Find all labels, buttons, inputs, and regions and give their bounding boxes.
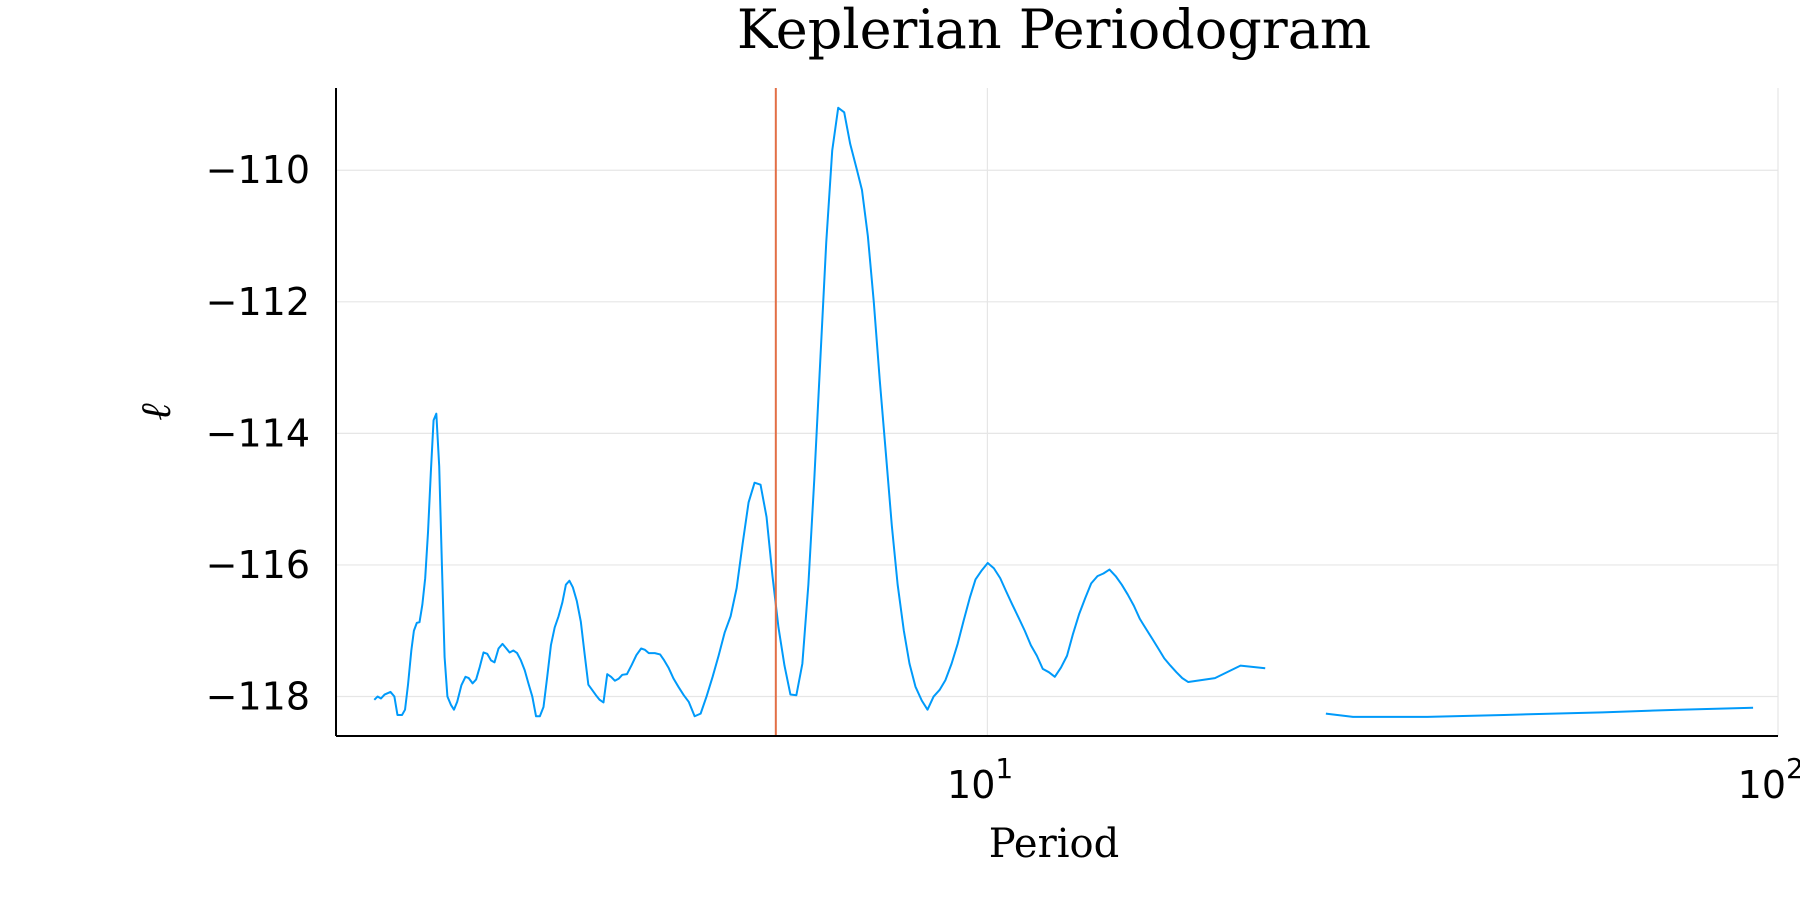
y-axis-label: ℓ — [131, 403, 180, 421]
x-tick-exponent: 2 — [1786, 752, 1800, 785]
y-tick-label: −110 — [206, 148, 310, 192]
x-tick-label: 10 — [947, 763, 995, 807]
x-axis-label: Period — [989, 821, 1119, 867]
axes — [335, 88, 1778, 737]
y-tick-label: −116 — [206, 543, 310, 587]
y-tick-label: −112 — [206, 280, 310, 324]
plot-series — [373, 106, 1754, 718]
grid-lines — [336, 88, 1779, 736]
y-tick-label: −118 — [206, 675, 310, 719]
chart-title: Keplerian Periodogram — [737, 0, 1371, 61]
y-tick-label: −114 — [206, 411, 310, 455]
x-tick-exponent: 1 — [995, 752, 1013, 785]
series-line-segment — [1325, 706, 1754, 718]
series-line-segment — [373, 106, 1266, 718]
x-tick-label: 10 — [1738, 763, 1786, 807]
